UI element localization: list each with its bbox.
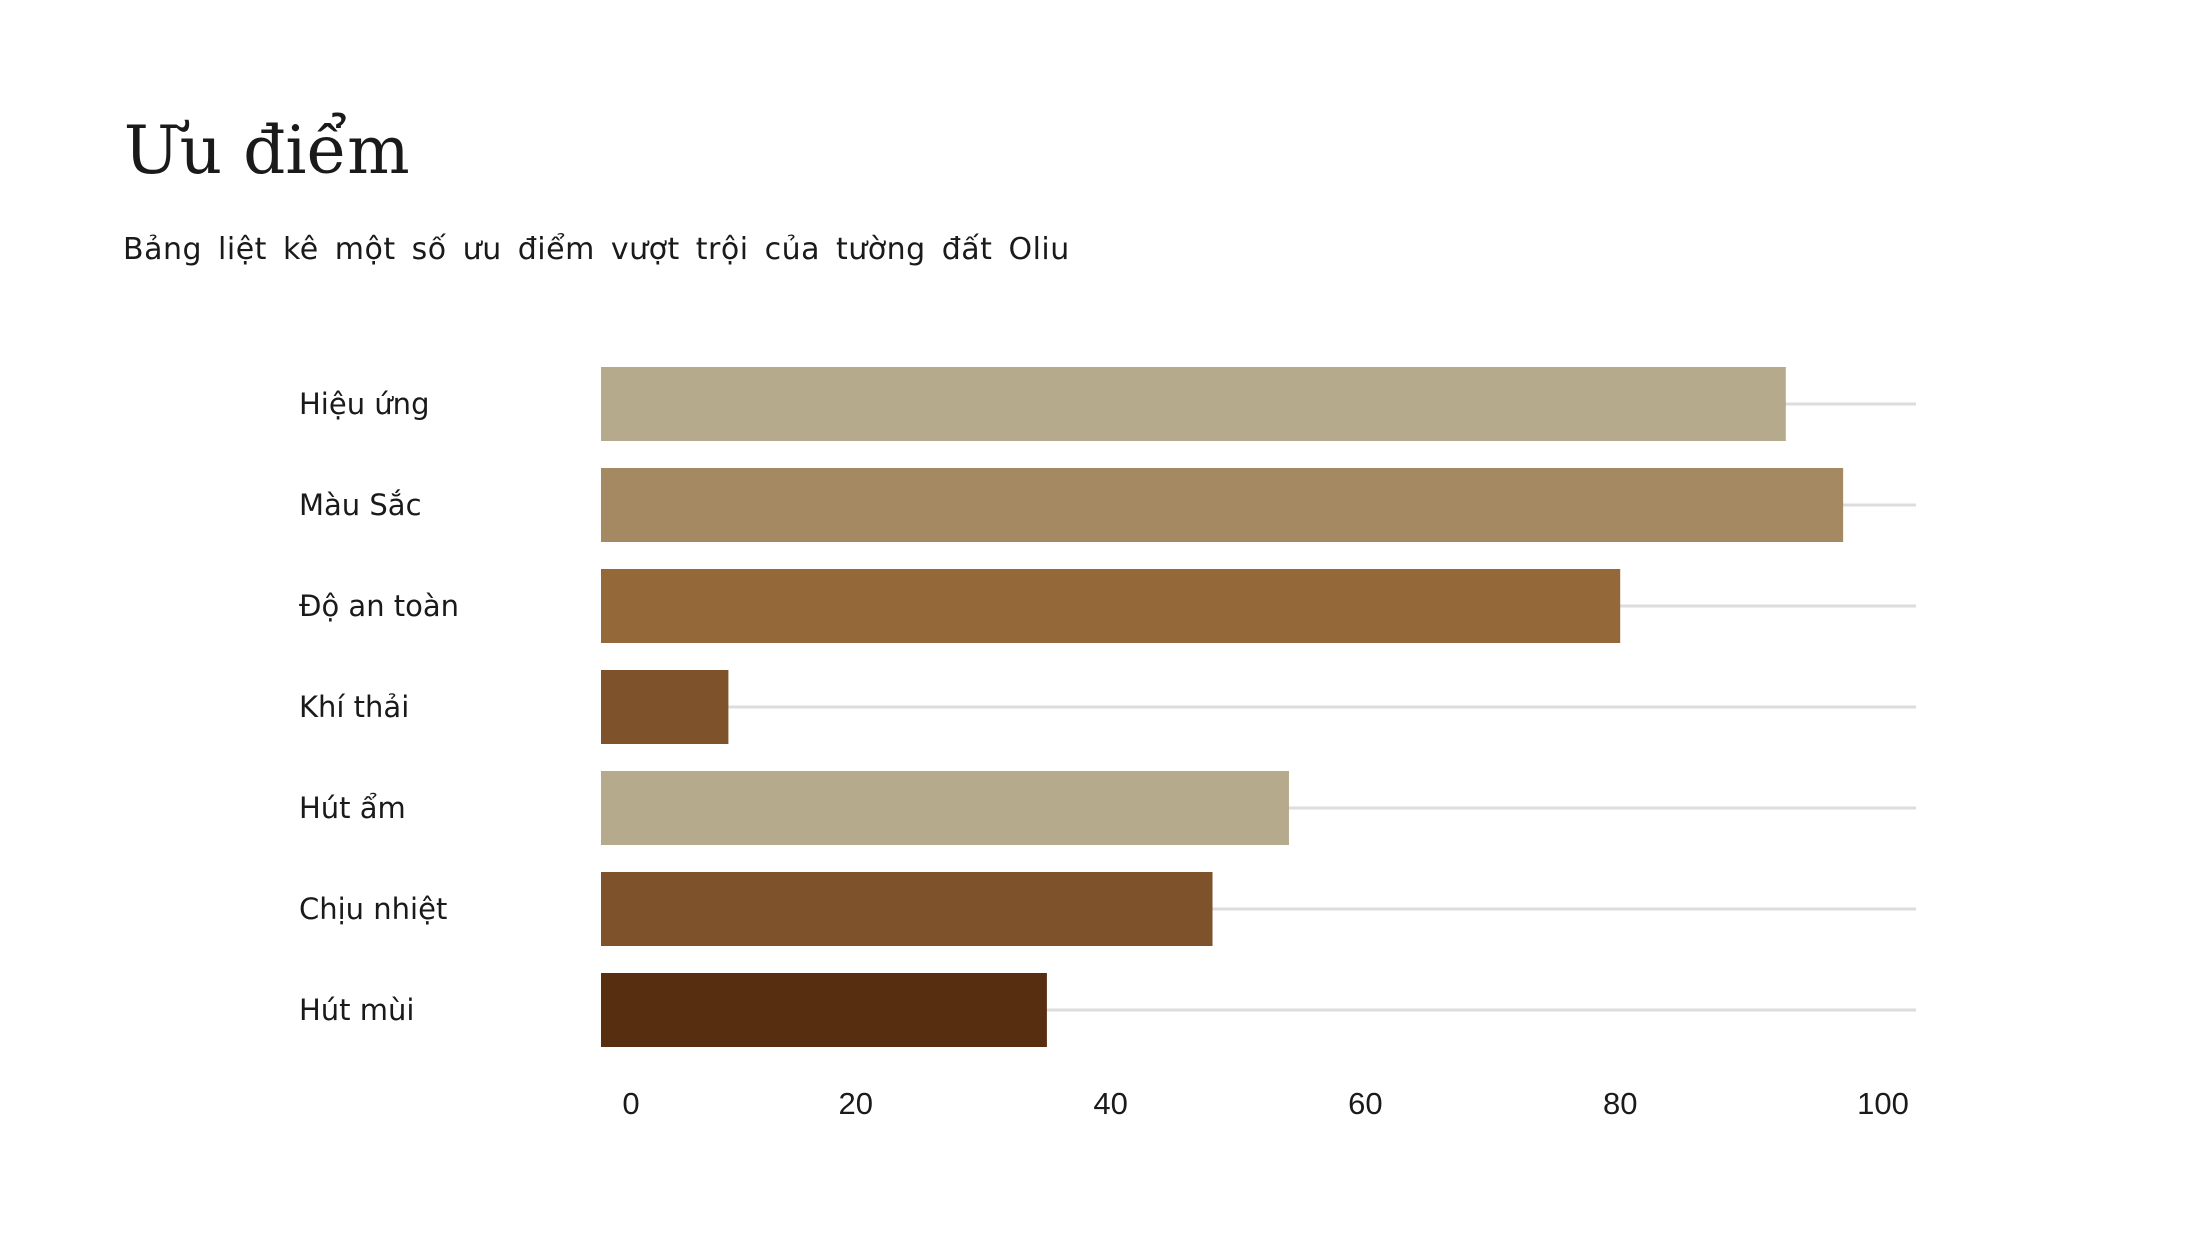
category-labels: Hiệu ứng Màu Sắc Độ an toàn Khí thải Hút ẩm C… xyxy=(299,387,459,1027)
bar xyxy=(601,569,1621,643)
x-tick-label: 20 xyxy=(839,1086,873,1121)
category-label: Độ an toàn xyxy=(299,589,459,623)
bar xyxy=(601,670,729,744)
bar xyxy=(601,367,1786,441)
x-tick-label: 0 xyxy=(622,1086,639,1121)
x-tick-label: 40 xyxy=(1093,1086,1127,1121)
x-tick-labels: 0 20 40 60 80 100 xyxy=(622,1086,1908,1121)
category-label: Màu Sắc xyxy=(299,488,422,522)
category-label: Hiệu ứng xyxy=(299,387,429,421)
x-tick-label: 60 xyxy=(1348,1086,1382,1121)
category-label: Hút ẩm xyxy=(299,791,406,825)
x-tick-label: 80 xyxy=(1603,1086,1637,1121)
bar xyxy=(601,973,1047,1047)
bar xyxy=(601,468,1844,542)
bar xyxy=(601,771,1289,845)
category-label: Chịu nhiệt xyxy=(299,892,447,926)
page-title: Ưu điểm xyxy=(124,112,410,189)
category-label: Hút mùi xyxy=(299,993,414,1027)
bars xyxy=(601,367,1844,1047)
bar xyxy=(601,872,1213,946)
category-label: Khí thải xyxy=(299,690,409,724)
x-tick-label: 100 xyxy=(1857,1086,1909,1121)
page-subtitle: Bảng liệt kê một số ưu điểm vượt trội củ… xyxy=(123,232,1070,267)
